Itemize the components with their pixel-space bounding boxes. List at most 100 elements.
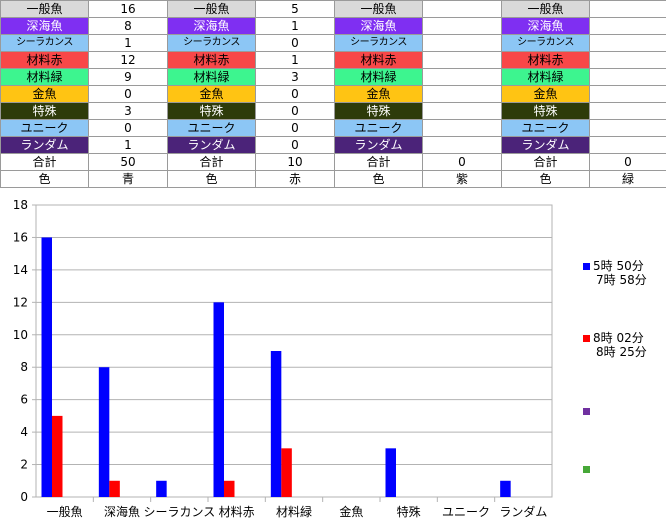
category-label-cell[interactable]: 特殊 — [167, 102, 256, 120]
y-tick-label: 16 — [13, 230, 28, 244]
count-cell[interactable] — [589, 68, 666, 86]
category-label-cell[interactable]: ユニーク — [334, 119, 423, 137]
category-label-cell[interactable]: 金魚 — [0, 85, 89, 103]
category-label-cell[interactable]: シーラカンス — [167, 34, 256, 52]
count-cell[interactable] — [422, 119, 502, 137]
category-label-cell[interactable]: 特殊 — [334, 102, 423, 120]
category-label-cell[interactable]: 一般魚 — [334, 0, 423, 18]
category-label-cell[interactable]: 材料赤 — [167, 51, 256, 69]
color-value-cell[interactable]: 緑 — [589, 170, 666, 188]
count-cell[interactable]: 3 — [255, 68, 335, 86]
category-label-cell[interactable]: 材料赤 — [334, 51, 423, 69]
category-label-cell[interactable]: 特殊 — [0, 102, 89, 120]
bar — [213, 302, 224, 497]
color-value-cell[interactable]: 紫 — [422, 170, 502, 188]
count-cell[interactable] — [422, 136, 502, 154]
total-value-cell[interactable]: 50 — [88, 153, 168, 171]
category-label-cell[interactable]: 金魚 — [167, 85, 256, 103]
category-label-cell[interactable]: 金魚 — [501, 85, 590, 103]
count-cell[interactable] — [422, 0, 502, 18]
category-label-cell[interactable]: 材料赤 — [0, 51, 89, 69]
category-label-cell[interactable]: ランダム — [0, 136, 89, 154]
category-label-cell[interactable]: 金魚 — [334, 85, 423, 103]
bar — [224, 480, 235, 497]
count-cell[interactable] — [589, 51, 666, 69]
count-cell[interactable] — [589, 136, 666, 154]
total-label-cell[interactable]: 合計 — [167, 153, 256, 171]
total-value-cell[interactable]: 10 — [255, 153, 335, 171]
count-cell[interactable]: 1 — [255, 51, 335, 69]
count-cell[interactable] — [589, 119, 666, 137]
category-label-cell[interactable]: 一般魚 — [167, 0, 256, 18]
count-cell[interactable]: 12 — [88, 51, 168, 69]
count-cell[interactable] — [589, 0, 666, 18]
category-label-cell[interactable]: シーラカンス — [0, 34, 89, 52]
bar — [41, 237, 52, 497]
category-label-cell[interactable]: ランダム — [501, 136, 590, 154]
legend-label: 5時 50分 7時 58分 — [593, 259, 647, 287]
sheet-body: 一般魚 16 一般魚 5 一般魚 一般魚 深海魚 8 深海魚 1 深海魚 深海魚 シーラカンス 1 シーラカ… — [0, 0, 666, 188]
category-label-cell[interactable]: 材料緑 — [0, 68, 89, 86]
legend-marker — [583, 466, 590, 473]
total-label-cell[interactable]: 合計 — [0, 153, 89, 171]
color-label-cell[interactable]: 色 — [0, 170, 89, 188]
count-cell[interactable]: 8 — [88, 17, 168, 35]
count-cell[interactable] — [589, 85, 666, 103]
count-cell[interactable]: 3 — [88, 102, 168, 120]
category-label-cell[interactable]: 材料赤 — [501, 51, 590, 69]
count-cell[interactable] — [589, 34, 666, 52]
bar — [156, 480, 167, 497]
count-cell[interactable]: 0 — [88, 85, 168, 103]
category-label-cell[interactable]: 深海魚 — [0, 17, 89, 35]
category-label-cell[interactable]: ユニーク — [167, 119, 256, 137]
bar — [281, 448, 292, 497]
category-label-cell[interactable]: 深海魚 — [501, 17, 590, 35]
count-cell[interactable]: 5 — [255, 0, 335, 18]
count-cell[interactable] — [422, 34, 502, 52]
count-cell[interactable]: 1 — [255, 17, 335, 35]
count-cell[interactable]: 16 — [88, 0, 168, 18]
count-cell[interactable]: 1 — [88, 136, 168, 154]
color-label-cell[interactable]: 色 — [167, 170, 256, 188]
category-label-cell[interactable]: 深海魚 — [334, 17, 423, 35]
color-label-cell[interactable]: 色 — [334, 170, 423, 188]
category-label-cell[interactable]: 材料緑 — [334, 68, 423, 86]
total-value-cell[interactable]: 0 — [422, 153, 502, 171]
count-cell[interactable] — [422, 17, 502, 35]
color-label-cell[interactable]: 色 — [501, 170, 590, 188]
count-cell[interactable] — [422, 68, 502, 86]
count-cell[interactable] — [589, 17, 666, 35]
category-label-cell[interactable]: 深海魚 — [167, 17, 256, 35]
sheet-row: シーラカンス 1 シーラカンス 0 シーラカンス シーラカンス — [0, 34, 666, 52]
category-label-cell[interactable]: 材料緑 — [501, 68, 590, 86]
count-cell[interactable]: 0 — [255, 119, 335, 137]
total-value-cell[interactable]: 0 — [589, 153, 666, 171]
count-cell[interactable] — [422, 51, 502, 69]
category-label-cell[interactable]: 一般魚 — [0, 0, 89, 18]
category-label-cell[interactable]: ランダム — [334, 136, 423, 154]
count-cell[interactable]: 1 — [88, 34, 168, 52]
color-value-cell[interactable]: 赤 — [255, 170, 335, 188]
category-label-cell[interactable]: シーラカンス — [334, 34, 423, 52]
color-value-cell[interactable]: 青 — [88, 170, 168, 188]
category-label-cell[interactable]: 特殊 — [501, 102, 590, 120]
category-label-cell[interactable]: シーラカンス — [501, 34, 590, 52]
count-cell[interactable] — [422, 102, 502, 120]
category-label-cell[interactable]: ランダム — [167, 136, 256, 154]
category-label-cell[interactable]: 一般魚 — [501, 0, 590, 18]
count-cell[interactable]: 9 — [88, 68, 168, 86]
count-cell[interactable]: 0 — [255, 102, 335, 120]
count-cell[interactable]: 0 — [255, 136, 335, 154]
category-label-cell[interactable]: ユニーク — [0, 119, 89, 137]
category-label-cell[interactable]: ユニーク — [501, 119, 590, 137]
count-cell[interactable] — [422, 85, 502, 103]
total-label-cell[interactable]: 合計 — [501, 153, 590, 171]
count-cell[interactable] — [589, 102, 666, 120]
count-cell[interactable]: 0 — [88, 119, 168, 137]
category-label-cell[interactable]: 材料緑 — [167, 68, 256, 86]
count-cell[interactable]: 0 — [255, 85, 335, 103]
count-cell[interactable]: 0 — [255, 34, 335, 52]
total-label-cell[interactable]: 合計 — [334, 153, 423, 171]
sheet-row: 一般魚 16 一般魚 5 一般魚 一般魚 — [0, 0, 666, 18]
bar — [385, 448, 396, 497]
